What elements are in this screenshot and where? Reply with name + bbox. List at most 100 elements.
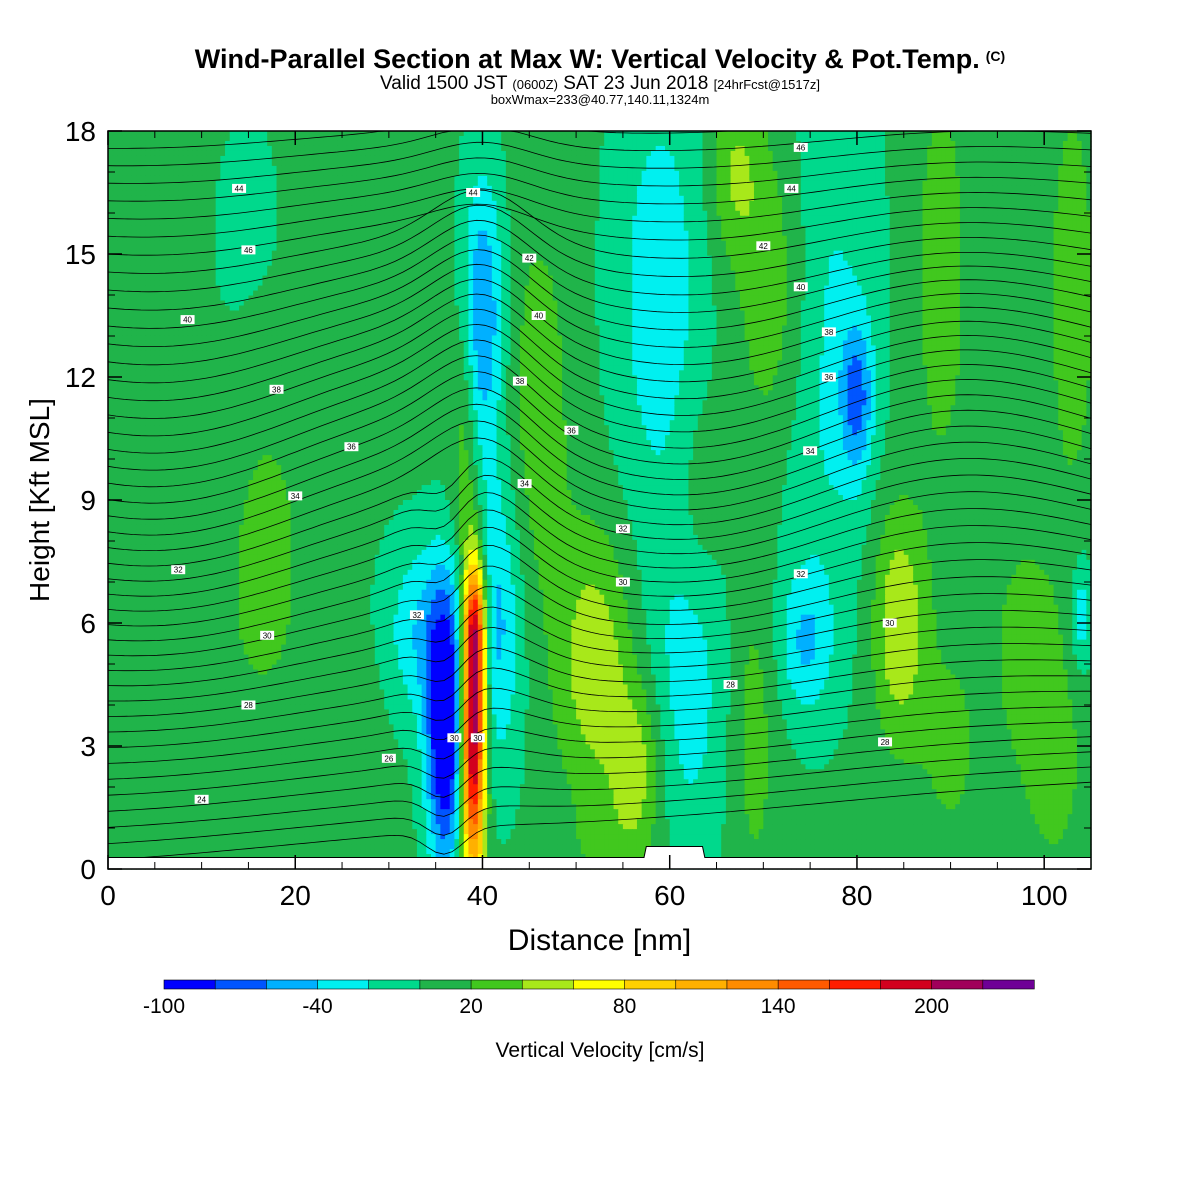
velocity-cell <box>183 221 188 227</box>
velocity-cell <box>487 131 492 137</box>
velocity-cell <box>337 226 342 232</box>
velocity-cell <box>1049 221 1054 227</box>
velocity-cell <box>614 146 619 152</box>
velocity-cell <box>660 131 665 137</box>
velocity-cell <box>459 226 464 232</box>
velocity-cell <box>431 186 436 192</box>
velocity-cell <box>267 246 272 252</box>
velocity-cell <box>394 161 399 167</box>
velocity-cell <box>1040 146 1045 152</box>
velocity-cell <box>782 151 787 157</box>
velocity-cell <box>492 226 497 232</box>
velocity-cell <box>693 176 698 182</box>
velocity-cell <box>759 221 764 227</box>
velocity-cell <box>731 191 736 197</box>
velocity-cell <box>726 136 731 142</box>
velocity-cell <box>932 151 937 157</box>
velocity-cell <box>918 206 923 212</box>
velocity-cell <box>506 181 511 187</box>
velocity-cell <box>595 156 600 162</box>
velocity-cell <box>337 241 342 247</box>
velocity-cell <box>370 211 375 217</box>
velocity-cell <box>113 241 118 247</box>
velocity-cell <box>436 136 441 142</box>
velocity-cell <box>286 186 291 192</box>
velocity-cell <box>333 241 338 247</box>
velocity-cell <box>145 186 150 192</box>
velocity-cell <box>848 236 853 242</box>
velocity-cell <box>609 156 614 162</box>
velocity-cell <box>1035 181 1040 187</box>
velocity-cell <box>450 236 455 242</box>
velocity-cell <box>843 231 848 237</box>
velocity-cell <box>604 136 609 142</box>
velocity-cell <box>136 151 141 157</box>
velocity-cell <box>576 246 581 252</box>
velocity-cell <box>174 186 179 192</box>
velocity-cell <box>1068 176 1073 182</box>
velocity-cell <box>838 176 843 182</box>
velocity-cell <box>834 226 839 232</box>
velocity-cell <box>805 166 810 172</box>
velocity-cell <box>216 196 221 202</box>
velocity-cell <box>174 246 179 252</box>
velocity-cell <box>997 151 1002 157</box>
velocity-cell <box>1021 226 1026 232</box>
velocity-cell <box>843 146 848 152</box>
velocity-cell <box>473 161 478 167</box>
velocity-cell <box>277 231 282 237</box>
velocity-cell <box>890 201 895 207</box>
velocity-cell <box>183 151 188 157</box>
velocity-cell <box>731 236 736 242</box>
velocity-cell <box>127 156 132 162</box>
velocity-cell <box>1082 181 1087 187</box>
velocity-cell <box>248 136 253 142</box>
velocity-cell <box>637 131 642 137</box>
velocity-cell <box>145 131 150 137</box>
velocity-cell <box>787 131 792 137</box>
velocity-cell <box>520 136 525 142</box>
velocity-cell <box>965 206 970 212</box>
velocity-cell <box>679 241 684 247</box>
velocity-cell <box>216 201 221 207</box>
velocity-cell <box>117 156 122 162</box>
velocity-cell <box>829 136 834 142</box>
velocity-cell <box>974 186 979 192</box>
velocity-cell <box>529 161 534 167</box>
velocity-cell <box>679 231 684 237</box>
velocity-cell <box>609 151 614 157</box>
velocity-cell <box>1007 216 1012 222</box>
velocity-cell <box>216 166 221 172</box>
velocity-cell <box>623 186 628 192</box>
velocity-cell <box>482 141 487 147</box>
velocity-cell <box>431 201 436 207</box>
velocity-cell <box>169 146 174 152</box>
velocity-cell <box>511 196 516 202</box>
velocity-cell <box>557 241 562 247</box>
velocity-cell <box>155 206 160 212</box>
velocity-cell <box>1021 241 1026 247</box>
velocity-cell <box>642 171 647 177</box>
velocity-cell <box>1049 236 1054 242</box>
velocity-cell <box>969 141 974 147</box>
velocity-cell <box>225 181 230 187</box>
velocity-cell <box>1082 141 1087 147</box>
velocity-cell <box>169 186 174 192</box>
velocity-cell <box>305 176 310 182</box>
velocity-cell <box>497 146 502 152</box>
velocity-cell <box>993 201 998 207</box>
velocity-cell <box>244 231 249 237</box>
velocity-cell <box>735 241 740 247</box>
velocity-cell <box>211 241 216 247</box>
velocity-cell <box>202 181 207 187</box>
velocity-cell <box>417 146 422 152</box>
velocity-cell <box>197 186 202 192</box>
velocity-cell <box>492 211 497 217</box>
velocity-cell <box>539 176 544 182</box>
velocity-cell <box>174 141 179 147</box>
velocity-cell <box>202 236 207 242</box>
velocity-cell <box>899 146 904 152</box>
velocity-cell <box>164 156 169 162</box>
velocity-cell <box>562 176 567 182</box>
velocity-cell <box>1007 171 1012 177</box>
